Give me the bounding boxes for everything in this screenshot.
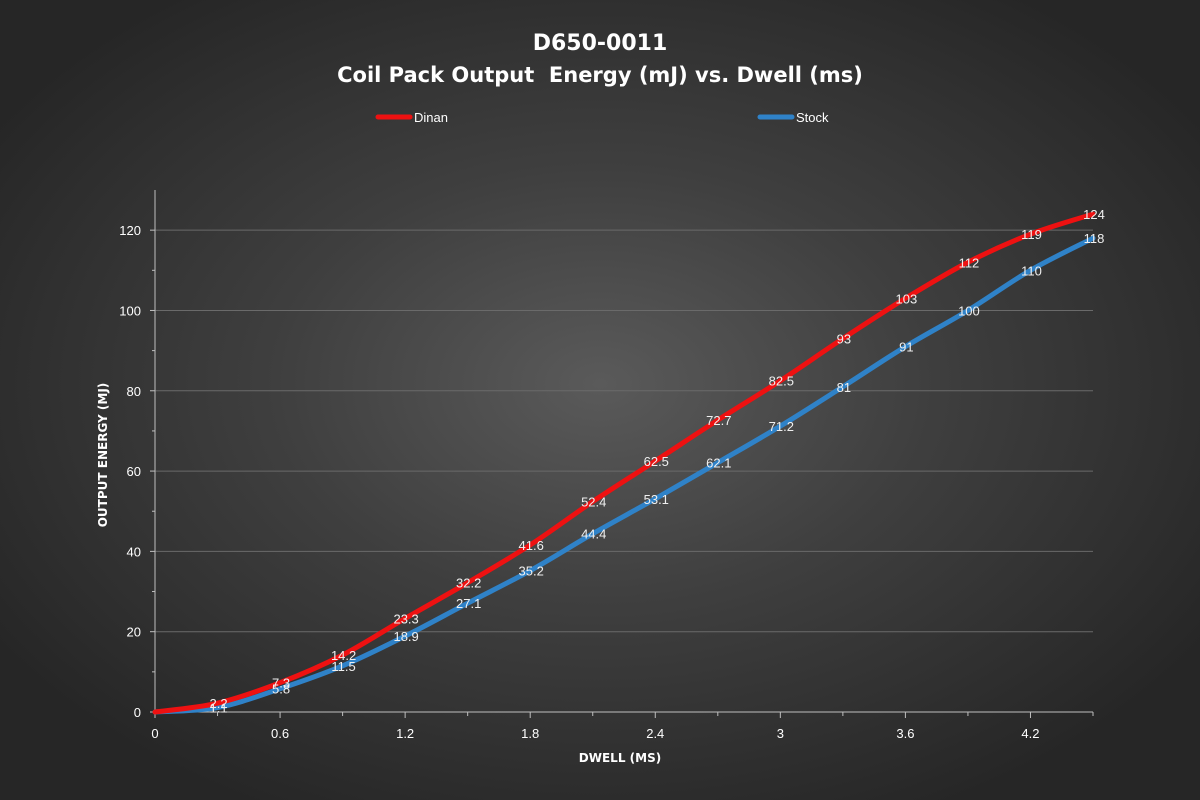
data-label-stock: 53.1 bbox=[644, 492, 669, 507]
legend-label-stock: Stock bbox=[796, 110, 829, 125]
y-tick-label: 20 bbox=[127, 625, 141, 640]
data-label-stock: 71.2 bbox=[769, 419, 794, 434]
chart-title: D650-0011 bbox=[533, 31, 668, 56]
data-label-dinan: 112 bbox=[959, 255, 980, 270]
data-label-stock: 1.1 bbox=[209, 701, 227, 716]
data-label-stock: 18.9 bbox=[393, 629, 418, 644]
x-tick-label: 3.6 bbox=[896, 726, 914, 741]
data-label-dinan: 124 bbox=[1083, 207, 1105, 222]
chart-subtitle: Coil Pack Output Energy (mJ) vs. Dwell (… bbox=[337, 63, 863, 87]
data-label-dinan: 23.3 bbox=[393, 611, 418, 626]
data-label-stock: 91 bbox=[899, 340, 913, 355]
series-line-stock bbox=[152, 235, 1096, 715]
data-label-dinan: 93 bbox=[837, 332, 851, 347]
x-tick-label: 0.6 bbox=[271, 726, 289, 741]
data-label-dinan: 103 bbox=[896, 291, 918, 306]
data-label-stock: 110 bbox=[1021, 263, 1042, 278]
data-label-dinan: 52.4 bbox=[581, 495, 606, 510]
data-label-dinan: 2.2 bbox=[209, 696, 227, 711]
data-label-dinan: 7.3 bbox=[272, 676, 290, 691]
data-label-dinan: 14.2 bbox=[331, 648, 356, 663]
data-labels: 2.2 7.3 14.2 23.3 32.2 41.6 52.4 62.5 72.7 82.5 93… bbox=[209, 207, 1104, 715]
x-tick-label: 2.4 bbox=[646, 726, 664, 741]
data-label-stock: 118 bbox=[1084, 231, 1105, 246]
gridlines bbox=[155, 229, 1093, 633]
x-tick-label: 1.8 bbox=[521, 726, 539, 741]
data-label-dinan: 32.2 bbox=[456, 576, 481, 591]
x-tick-label: 4.2 bbox=[1021, 726, 1039, 741]
data-label-stock: 100 bbox=[958, 303, 980, 318]
y-tick-label: 80 bbox=[127, 384, 141, 399]
series-line-dinan bbox=[152, 211, 1096, 715]
data-label-dinan: 41.6 bbox=[519, 538, 544, 553]
y-tick-label: 100 bbox=[119, 303, 141, 318]
y-tick-label: 40 bbox=[127, 544, 141, 559]
x-tick-label: 3 bbox=[777, 726, 784, 741]
data-label-stock: 11.5 bbox=[331, 659, 355, 674]
data-label-stock: 5.8 bbox=[272, 682, 290, 697]
y-tick-label: 60 bbox=[127, 464, 141, 479]
data-label-stock: 81 bbox=[837, 380, 851, 395]
x-axis-ticks: 0 0.6 1.2 1.8 2.4 3 3.6 4.2 bbox=[151, 712, 1094, 741]
data-label-dinan: 82.5 bbox=[769, 374, 794, 389]
y-tick-label: 0 bbox=[134, 705, 141, 720]
legend: Dinan Stock bbox=[375, 110, 829, 125]
data-label-stock: 35.2 bbox=[519, 564, 544, 579]
data-label-stock: 44.4 bbox=[581, 527, 606, 542]
data-label-dinan: 72.7 bbox=[706, 413, 731, 428]
y-axis-ticks: 0 20 40 60 80 100 120 bbox=[119, 223, 155, 720]
axes bbox=[154, 190, 1093, 713]
x-tick-label: 1.2 bbox=[396, 726, 414, 741]
legend-label-dinan: Dinan bbox=[414, 110, 448, 125]
series-lines bbox=[152, 211, 1096, 715]
data-label-dinan: 62.5 bbox=[644, 454, 669, 469]
data-label-stock: 27.1 bbox=[456, 596, 481, 611]
data-label-stock: 62.1 bbox=[706, 456, 731, 471]
x-axis-title: DWELL (MS) bbox=[579, 751, 661, 765]
data-label-dinan: 119 bbox=[1021, 227, 1042, 242]
y-axis-title: OUTPUT ENERGY (MJ) bbox=[96, 383, 110, 528]
y-tick-label: 120 bbox=[119, 223, 141, 238]
x-tick-label: 0 bbox=[151, 726, 158, 741]
